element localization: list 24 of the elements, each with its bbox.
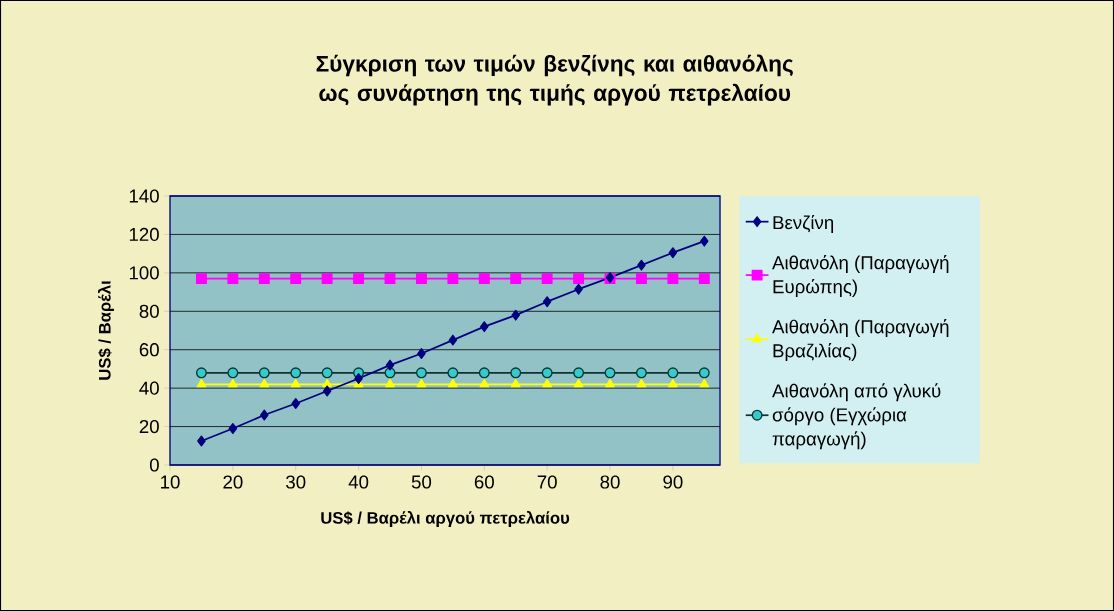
y-tick-label: 60 [139, 343, 159, 357]
y-tick-label: 120 [129, 227, 159, 242]
legend-label: Αιθανόλη από γλυκύ σόργο (Εγχώρια παραγωγή) [772, 383, 941, 450]
y-tick-label: 40 [139, 381, 159, 395]
x-tick-label: 60 [474, 475, 494, 489]
x-tick-label: 30 [286, 475, 306, 489]
x-axis-title: US$ / Βαρέλι αργού πετρελαίου [321, 511, 570, 528]
chart-title: Σύγκριση των τιμών βενζίνης και αιθανόλης ως συνάρτηση της τιμής αργού πετρελαίου [316, 54, 793, 106]
x-tick-label: 10 [161, 475, 180, 489]
y-axis-title: US$ / Βαρέλι [98, 280, 114, 380]
y-tick-label: 100 [129, 266, 159, 280]
y-tick-label: 0 [149, 458, 159, 472]
x-tick-label: 40 [348, 475, 369, 489]
x-tick-label: 70 [537, 475, 557, 489]
y-tick-label: 140 [129, 189, 159, 203]
x-tick-label: 90 [663, 475, 683, 489]
legend-label: Αιθανόλη (Παραγωγή Βραζιλίας) [772, 319, 949, 362]
x-tick-label: 20 [223, 475, 243, 489]
y-tick-label: 80 [139, 304, 159, 318]
x-tick-label: 80 [600, 475, 620, 489]
legend-label: Αιθανόλη (Παραγωγή Ευρώπης) [772, 255, 949, 297]
x-tick-label: 50 [411, 475, 432, 489]
legend-label: Βενζίνη [773, 214, 834, 233]
y-tick-label: 20 [139, 419, 159, 434]
